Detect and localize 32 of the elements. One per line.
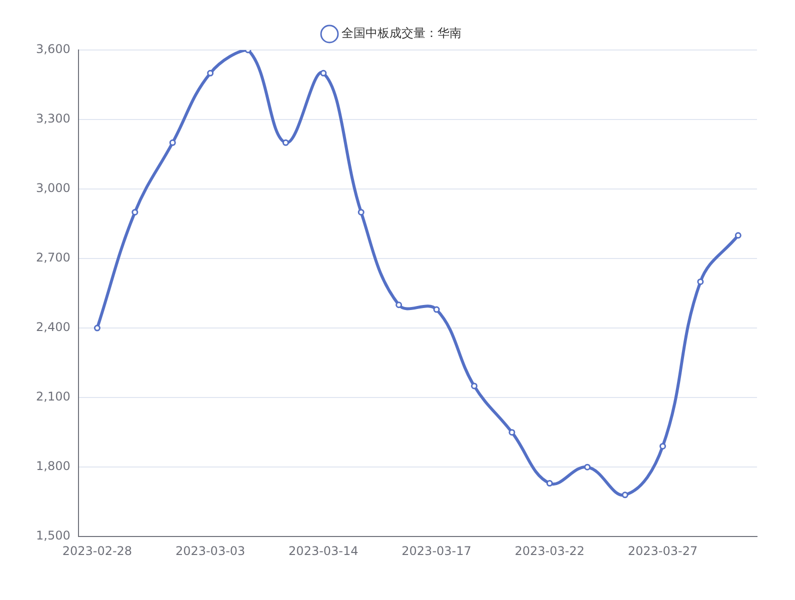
x-tick-label: 2023-02-28 [62,544,132,558]
legend-label: 全国中板成交量：华南 [342,26,462,40]
y-tick-label: 2,400 [36,320,70,334]
x-tick-label: 2023-03-17 [402,544,472,558]
y-tick-label: 2,100 [36,390,70,404]
point [546,480,553,487]
point [396,302,402,308]
point [470,382,478,390]
y-tick-label: 3,600 [36,42,70,56]
y-tick-label: 1,800 [36,459,70,474]
x-tick-label: 2023-03-03 [175,544,246,558]
point [169,139,176,146]
point [508,429,516,436]
y-tick-label: 3,000 [36,181,70,196]
point [94,324,100,332]
y-tick-label: 2,700 [36,250,70,265]
point [659,442,666,450]
x-tick-label: 2023-03-22 [514,544,585,558]
point [207,70,214,76]
point [734,232,742,239]
point [584,464,591,470]
y-tick-label: 1,500 [36,528,70,543]
x-tick-label: 2023-03-14 [288,544,358,558]
point [320,70,327,76]
point [697,278,704,285]
point [358,208,364,216]
point [433,306,440,313]
x-tick-label: 2023-03-27 [628,544,698,558]
point [282,139,289,146]
y-tick-label: 3,300 [36,112,70,126]
point [622,492,628,498]
point [132,208,138,216]
